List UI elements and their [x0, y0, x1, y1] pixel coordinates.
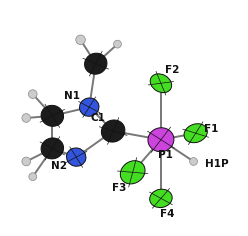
Ellipse shape — [184, 124, 207, 143]
Text: H1P: H1P — [205, 159, 229, 169]
Ellipse shape — [150, 74, 172, 93]
Ellipse shape — [80, 98, 99, 116]
Ellipse shape — [148, 128, 174, 152]
Ellipse shape — [85, 53, 107, 74]
Text: F3: F3 — [112, 182, 127, 193]
Text: F2: F2 — [165, 65, 179, 75]
Ellipse shape — [41, 105, 63, 126]
Circle shape — [76, 35, 85, 45]
Ellipse shape — [150, 189, 172, 208]
Ellipse shape — [120, 161, 145, 184]
Circle shape — [22, 114, 31, 122]
Text: F4: F4 — [160, 209, 175, 219]
Circle shape — [22, 157, 31, 166]
Text: F1: F1 — [204, 124, 218, 134]
Ellipse shape — [41, 138, 63, 159]
Text: P1: P1 — [158, 150, 173, 160]
Circle shape — [29, 90, 37, 98]
Ellipse shape — [101, 120, 125, 142]
Text: N2: N2 — [51, 161, 67, 171]
Text: N1: N1 — [64, 91, 80, 101]
Circle shape — [190, 158, 197, 165]
Ellipse shape — [66, 148, 86, 166]
Circle shape — [114, 40, 121, 48]
Circle shape — [29, 173, 37, 181]
Text: C1: C1 — [91, 113, 105, 123]
